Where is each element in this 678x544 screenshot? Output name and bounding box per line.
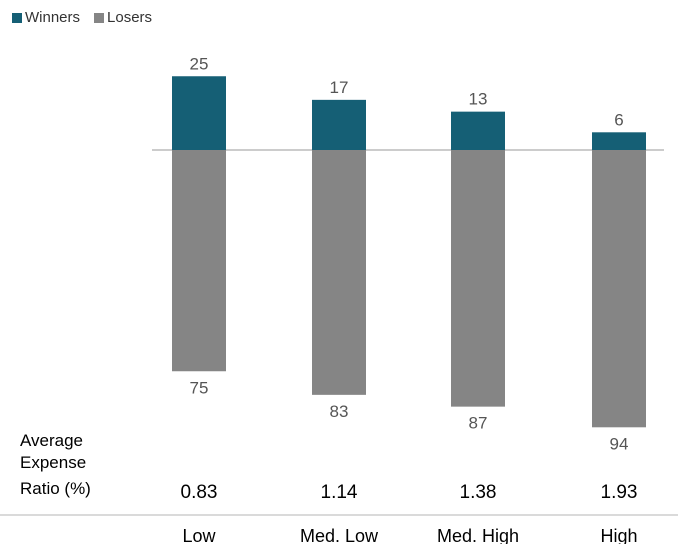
bar-winners-med-low bbox=[312, 99, 366, 150]
category-label-med-low: Med. Low bbox=[300, 526, 379, 544]
bar-losers-med-low bbox=[312, 150, 366, 395]
expense-ratio-med-low: 1.14 bbox=[321, 482, 358, 503]
legend-label-winners: Winners bbox=[25, 9, 81, 26]
data-label-winners-low: 25 bbox=[190, 54, 209, 73]
category-label-high: High bbox=[600, 526, 637, 544]
data-label-winners-med-low: 17 bbox=[330, 78, 349, 97]
data-label-losers-low: 75 bbox=[190, 378, 209, 397]
bar-winners-med-high bbox=[451, 111, 505, 150]
legend-label-losers: Losers bbox=[107, 9, 153, 26]
bar-winners-low bbox=[172, 76, 226, 150]
expense-ratio-high: 1.93 bbox=[601, 482, 638, 503]
expense-row-label-line3: Ratio (%) bbox=[20, 479, 91, 498]
data-label-winners-med-high: 13 bbox=[469, 90, 488, 109]
bar-losers-med-high bbox=[451, 150, 505, 407]
legend-item-winners: Winners bbox=[12, 9, 80, 26]
expense-ratio-med-high: 1.38 bbox=[460, 482, 497, 503]
legend: Winners Losers bbox=[12, 9, 166, 26]
bar-winners-high bbox=[592, 132, 646, 150]
data-label-losers-med-high: 87 bbox=[469, 414, 488, 433]
expense-ratio-low: 0.83 bbox=[181, 482, 218, 503]
bar-losers-high bbox=[592, 150, 646, 428]
expense-row-label-line1: Average bbox=[20, 431, 84, 450]
legend-swatch-winners bbox=[12, 12, 22, 23]
bar-losers-low bbox=[172, 150, 226, 372]
category-label-med-high: Med. High bbox=[437, 526, 519, 544]
category-label-low: Low bbox=[182, 526, 216, 544]
data-label-winners-high: 6 bbox=[614, 110, 623, 129]
legend-item-losers: Losers bbox=[94, 9, 152, 26]
expense-row-label-line2: Expense bbox=[20, 453, 87, 472]
data-label-losers-high: 94 bbox=[610, 434, 629, 453]
data-label-losers-med-low: 83 bbox=[330, 402, 349, 421]
legend-swatch-losers bbox=[94, 12, 105, 23]
